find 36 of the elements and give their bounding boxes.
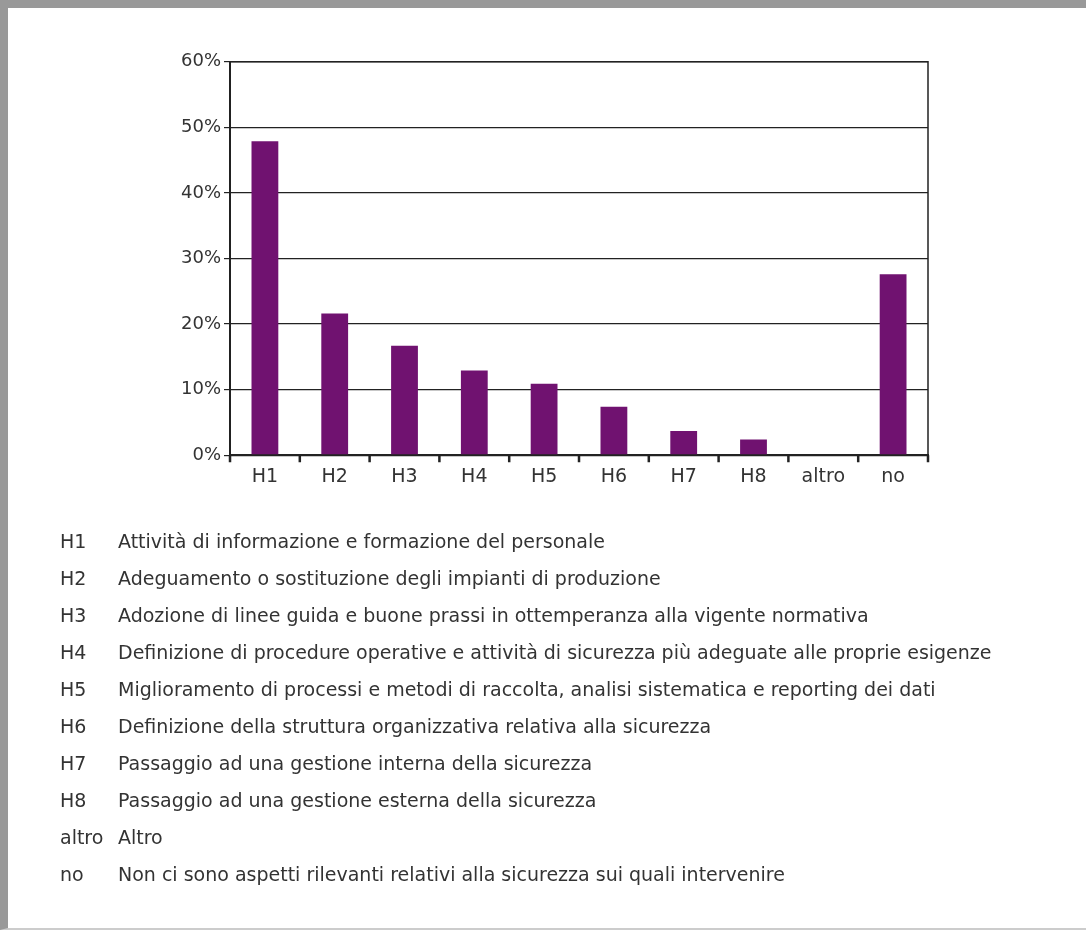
text: H6 Definizione della struttura organizzativa relativa alla sicurezza bbox=[60, 715, 712, 737]
text: altro Altro bbox=[60, 825, 163, 850]
bar bbox=[460, 370, 488, 455]
text: H1 Attività di informazione e formazione del personale bbox=[60, 530, 605, 552]
y-tick-label: 20% bbox=[180, 311, 222, 333]
x-tick-label: altro bbox=[801, 463, 845, 486]
y-tick-label: 50% bbox=[180, 115, 222, 137]
x-tick-label: H5 bbox=[530, 463, 558, 486]
y-tick-label: 30% bbox=[180, 246, 222, 268]
x-tick-label: H4 bbox=[461, 463, 488, 486]
x-tick-label: H3 bbox=[391, 463, 418, 486]
x-tick-label: H6 bbox=[600, 463, 628, 486]
bar bbox=[391, 345, 418, 455]
x-tick-label: H2 bbox=[321, 463, 348, 486]
text: H3 Adozione di linee guida e buone prassi in ottemperanza alla vigente normativa bbox=[60, 604, 869, 626]
bar bbox=[530, 383, 558, 455]
x-tick-label: H1 bbox=[251, 463, 279, 486]
text: no Non ci sono aspetti rilevanti relativi alla sicurezza sui quali intervenire bbox=[60, 863, 785, 885]
bar bbox=[251, 141, 279, 455]
x-tick-label: no bbox=[881, 463, 905, 486]
bar bbox=[600, 406, 628, 455]
x-tick-label: H7 bbox=[670, 463, 697, 486]
text: H8 Passaggio ad una gestione esterna della sicurezza bbox=[60, 789, 597, 811]
bar bbox=[321, 313, 349, 455]
text: H4 Definizione di procedure operative e attività di sicurezza più adeguate alle proprie esigenze bbox=[60, 641, 992, 663]
text: H5 Miglioramento di processi e metodi di raccolta, analisi sistematica e reporting dei dati bbox=[60, 678, 936, 700]
y-tick-label: 10% bbox=[180, 377, 222, 399]
y-tick-label: 0% bbox=[192, 442, 222, 464]
x-tick-label: H8 bbox=[740, 463, 767, 486]
text: H2 Adeguamento o sostituzione degli impianti di produzione bbox=[60, 567, 661, 589]
bar bbox=[670, 430, 698, 455]
text: H7 Passaggio ad una gestione interna della sicurezza bbox=[60, 752, 593, 774]
y-tick-label: 60% bbox=[180, 49, 222, 71]
y-tick-label: 40% bbox=[180, 180, 222, 202]
bar bbox=[740, 439, 767, 455]
bar bbox=[879, 274, 907, 455]
